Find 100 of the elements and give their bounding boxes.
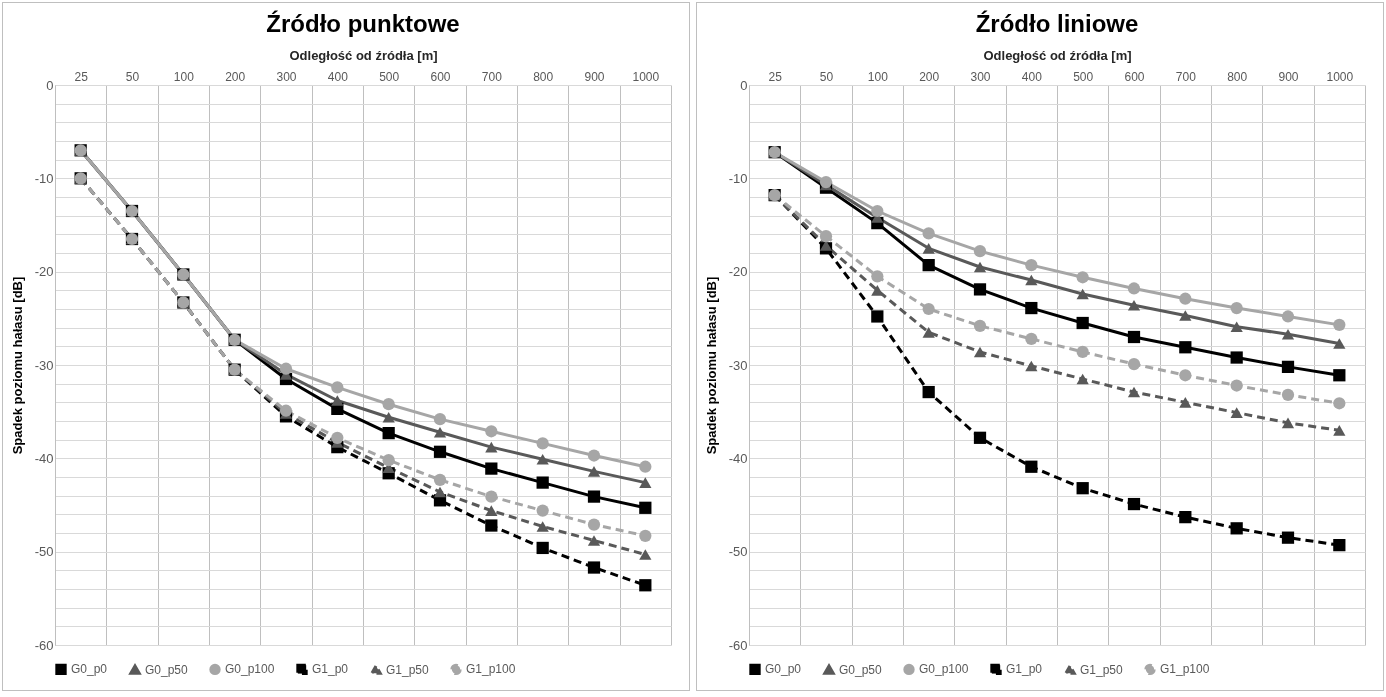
legend-label: G1_p50 [386,662,430,677]
point [1333,318,1346,331]
point [1179,310,1192,321]
point [536,521,549,532]
point [973,245,987,258]
point [922,385,935,399]
x-tick-label: 25 [74,69,89,84]
point [1076,373,1089,385]
legend-label: G1_p0 [1006,662,1043,677]
point [433,445,447,458]
y-tick-label: -40 [728,450,748,466]
point [433,426,447,438]
point [382,454,395,467]
legend-label: G0_p0 [765,662,802,677]
point [1025,301,1038,315]
x-tick-label: 300 [970,69,991,84]
point [1127,282,1141,295]
legend-label: G0_p100 [919,662,969,677]
y-tick-label: -20 [728,264,748,280]
point [1230,379,1243,392]
point [587,518,601,531]
point [1179,397,1192,408]
point [1076,345,1089,359]
point [1179,511,1192,524]
x-tick-label: 25 [768,69,783,84]
legend-label: G1_p100 [1160,662,1210,677]
point [1333,425,1346,436]
point [279,404,293,417]
point [1076,316,1089,330]
point [1076,482,1089,495]
y-tick-label: -50 [34,544,54,560]
legend-label: G0_p0 [71,662,108,677]
point [1230,522,1243,535]
point [639,501,652,514]
x-tick-label: 900 [1278,69,1299,84]
x-tick-label: 400 [327,69,349,84]
x-tick-label: 900 [584,69,605,84]
point [1127,357,1141,371]
point [587,466,601,477]
point [382,427,395,440]
point [922,259,935,272]
x-tick-label: 200 [919,69,940,84]
legend-label: G0_p50 [145,662,189,677]
point [639,460,652,473]
x-tick-label: 100 [867,69,889,84]
point [536,541,549,555]
point [922,227,935,240]
y-tick-label: 0 [740,77,748,93]
point [536,476,549,489]
point [1179,341,1192,354]
point [1179,369,1192,382]
point [331,381,344,394]
point [433,473,447,486]
point [639,477,652,488]
point [485,441,498,453]
point [382,411,395,423]
x-tick-label: 1000 [632,69,660,84]
point [485,425,498,438]
point [1025,332,1038,345]
point [1127,386,1141,398]
point [536,437,549,450]
point [1076,288,1089,300]
point [485,519,498,532]
legend-label: G0_p100 [225,662,275,677]
point [1025,259,1038,272]
x-tick-label: 500 [1073,69,1094,84]
point [1281,328,1295,340]
point [1230,321,1243,333]
point [1025,360,1038,372]
point [1281,417,1295,429]
point [871,310,884,323]
point [382,398,395,411]
point [1076,271,1089,284]
point [1333,397,1346,410]
y-tick-label: -50 [728,544,748,560]
point [1025,274,1038,286]
point [331,431,344,444]
x-tick-label: 50 [819,69,834,84]
x-tick-label: 700 [1175,69,1197,84]
legend-label: G1_p0 [312,662,349,677]
point [819,240,833,251]
legend-label: G1_p50 [1080,662,1124,677]
point [433,486,447,498]
legend-label: G0_p50 [839,662,883,677]
x-tick-label: 600 [1124,69,1145,84]
point [973,319,987,332]
point [922,302,935,316]
point [1333,338,1346,349]
legend-label: G1_p100 [466,662,516,677]
y-tick-label: 0 [46,77,54,93]
chart-title: Źródło liniowe [975,10,1139,37]
x-tick-label: 700 [481,69,503,84]
point [1333,539,1346,552]
y-tick-label: -10 [34,170,54,186]
point [485,505,498,516]
x-tick-label: 600 [430,69,451,84]
chart-title: Źródło punktowe [266,10,460,37]
x-tick-label: 200 [225,69,246,84]
x-tick-label: 400 [1021,69,1043,84]
point [587,490,601,503]
